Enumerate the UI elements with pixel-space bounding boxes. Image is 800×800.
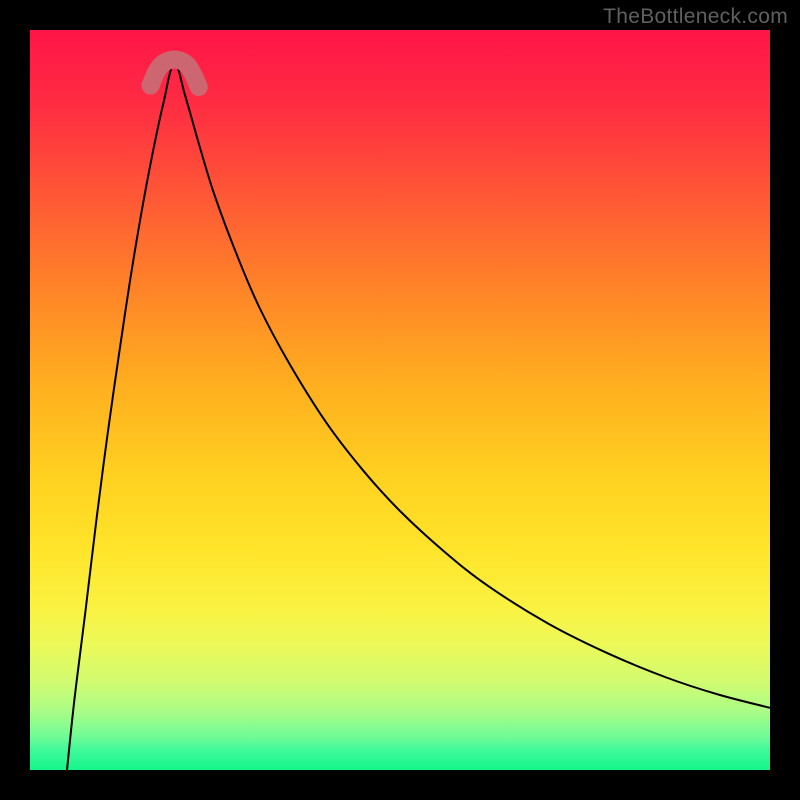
watermark-text: TheBottleneck.com: [603, 5, 788, 29]
optimal-zone-markers: [30, 30, 770, 770]
plot-area: [30, 30, 770, 770]
